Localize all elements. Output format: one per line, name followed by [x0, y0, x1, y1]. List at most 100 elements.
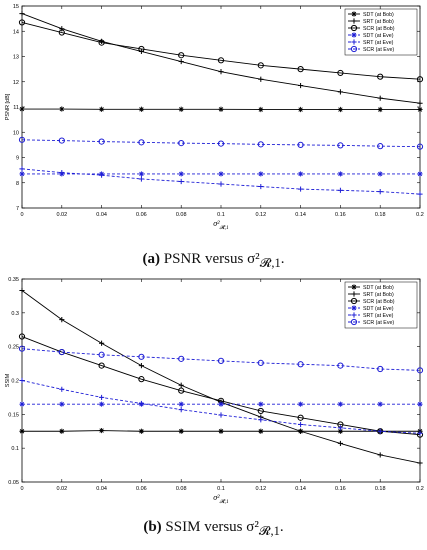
data-point	[59, 428, 65, 434]
legend-box	[344, 281, 418, 329]
data-point	[218, 171, 224, 177]
data-point	[377, 143, 384, 150]
data-point	[298, 106, 304, 113]
legend-label: SDT (at Eve)	[363, 33, 394, 39]
data-point	[258, 428, 264, 434]
data-point	[416, 367, 424, 374]
data-point	[59, 317, 65, 323]
legend-label: SCR (at Bob)	[363, 26, 395, 32]
y-tick-label: 13	[13, 55, 19, 61]
data-point	[417, 430, 423, 436]
legend-label: SRT (at Bob)	[363, 292, 394, 298]
data-point	[58, 348, 65, 356]
data-point	[59, 170, 65, 176]
data-point	[218, 106, 224, 112]
y-tick-label: 0.2	[11, 379, 19, 385]
series-3	[19, 171, 423, 177]
data-point	[337, 171, 343, 177]
caption-a-text: PSNR versus σ²	[163, 251, 260, 267]
legend-marker	[350, 297, 358, 305]
data-point	[417, 100, 423, 106]
series-2	[18, 333, 424, 438]
x-tick-label: 0.18	[375, 212, 386, 218]
chart-ssim: 0 0.02 0.04 0.06 0.08 0.1 0.12 0.14 0.16 0.18 0.2 0…	[5, 277, 424, 505]
caption-a-sub: 𝓡,1	[259, 256, 281, 270]
series-1	[19, 10, 423, 106]
series-5	[18, 136, 424, 150]
legend-label: SCR (at Bob)	[363, 299, 395, 305]
legend-marker	[351, 32, 357, 38]
legend-label: SDT (at Bob)	[363, 285, 394, 291]
x-tick-label: 0.04	[96, 212, 107, 218]
data-point	[19, 106, 25, 112]
data-point	[298, 82, 304, 89]
data-point	[98, 362, 105, 369]
series-line	[21, 21, 421, 80]
y-tick-label: 0.3	[11, 311, 19, 317]
y-tick-label: 0.1	[11, 446, 19, 452]
data-point	[138, 353, 145, 360]
data-point	[257, 407, 264, 415]
legend-label: SRT (at Bob)	[363, 19, 394, 25]
data-point	[138, 400, 144, 407]
x-tick-label: 0.06	[136, 212, 147, 218]
data-point	[19, 428, 25, 434]
caption-b: (b) SSIM versus σ²𝓡,1.	[0, 519, 427, 539]
data-point	[377, 365, 384, 373]
data-point	[337, 425, 343, 431]
data-point	[417, 191, 423, 197]
legend-label: SDT (at Eve)	[363, 306, 394, 312]
series-5	[18, 345, 424, 374]
data-point	[19, 10, 25, 17]
data-point	[178, 52, 185, 59]
data-point	[99, 427, 105, 434]
data-point	[377, 428, 383, 434]
legend-marker	[351, 18, 357, 24]
data-point	[298, 186, 304, 192]
data-point	[58, 29, 65, 36]
data-point	[337, 362, 344, 369]
data-point	[98, 138, 105, 145]
data-point	[218, 428, 224, 434]
data-point	[417, 171, 423, 177]
x-tick-label: 0	[20, 212, 23, 218]
data-point	[377, 401, 383, 407]
data-point	[138, 363, 144, 369]
data-point	[19, 171, 25, 177]
data-point	[59, 106, 65, 112]
data-point	[138, 376, 145, 383]
x-tick-label: 0.1	[217, 212, 225, 218]
data-point	[178, 106, 184, 112]
data-point	[377, 73, 384, 80]
legend-marker	[350, 24, 358, 32]
data-point	[377, 452, 383, 458]
y-tick-label: 10	[13, 130, 19, 136]
data-point	[417, 401, 423, 407]
legend-marker	[351, 291, 357, 297]
x-tick-label: 0.12	[255, 212, 266, 218]
y-tick-label: 9	[16, 156, 19, 162]
data-point	[298, 428, 304, 434]
series-line	[21, 348, 421, 371]
y-tick-label: 11	[13, 105, 19, 111]
data-point	[337, 142, 344, 149]
data-point	[257, 141, 264, 148]
data-point	[18, 19, 26, 26]
data-point	[178, 387, 185, 394]
data-point	[18, 333, 26, 340]
legend-marker	[351, 11, 357, 17]
x-tick-label: 0.14	[295, 486, 306, 492]
y-tick-label: 0.35	[8, 277, 19, 283]
data-point	[178, 171, 184, 177]
series-0	[19, 106, 423, 113]
data-point	[337, 106, 343, 113]
data-point	[178, 401, 184, 407]
data-point	[297, 66, 304, 73]
data-point	[99, 340, 105, 346]
x-tick-label: 0.1	[217, 486, 225, 492]
data-point	[377, 171, 383, 177]
x-tick-label: 0.08	[176, 486, 187, 492]
data-point	[19, 287, 25, 294]
x-tick-label: 0.04	[96, 486, 107, 492]
data-point	[138, 171, 144, 177]
